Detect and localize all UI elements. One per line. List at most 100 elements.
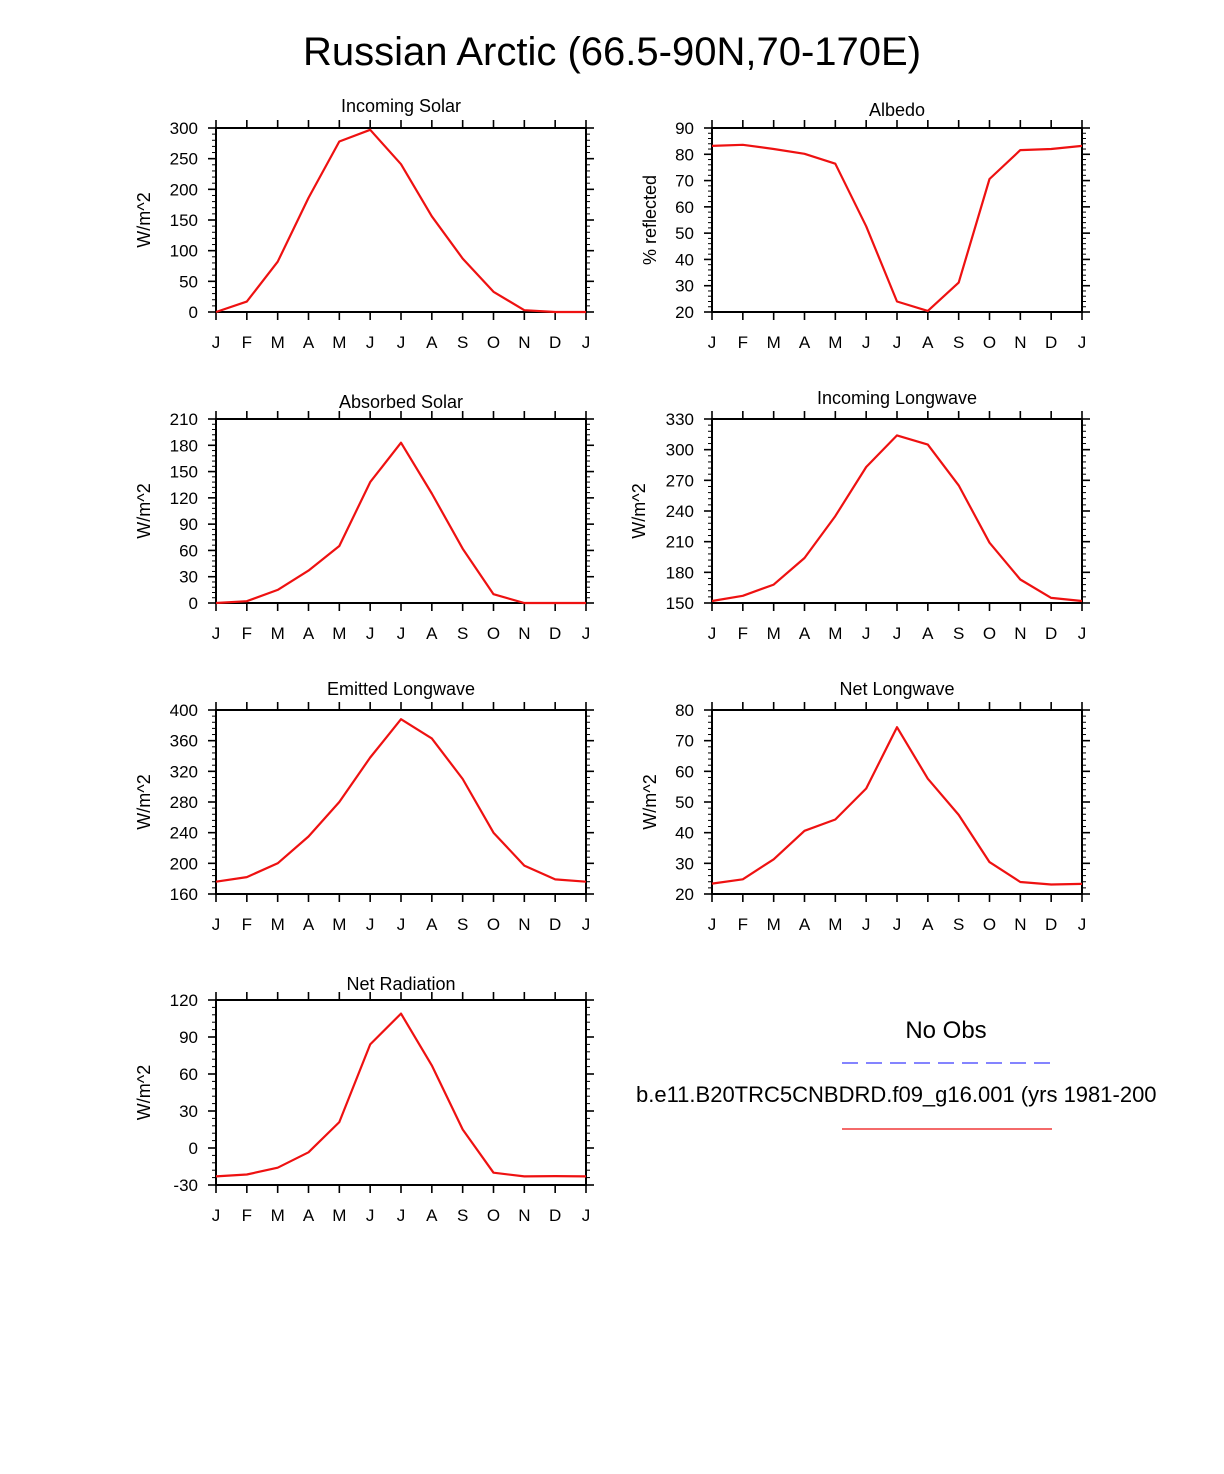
- x-tick-label: F: [738, 624, 748, 643]
- x-tick-label: A: [426, 1206, 438, 1225]
- x-tick-label: J: [212, 1206, 221, 1225]
- x-tick-label: J: [397, 624, 406, 643]
- x-tick-label: M: [271, 915, 285, 934]
- y-tick-label: 400: [170, 701, 198, 720]
- y-tick-label: 240: [666, 502, 694, 521]
- x-tick-label: F: [738, 333, 748, 352]
- x-tick-label: J: [582, 624, 591, 643]
- x-tick-label: A: [922, 624, 934, 643]
- y-tick-label: 20: [675, 885, 694, 904]
- y-axis-label: W/m^2: [629, 483, 649, 538]
- y-axis-label: W/m^2: [134, 1065, 154, 1120]
- x-tick-label: N: [518, 333, 530, 352]
- x-tick-label: M: [332, 1206, 346, 1225]
- y-tick-label: 120: [170, 991, 198, 1010]
- x-tick-label: M: [271, 1206, 285, 1225]
- emitted-longwave-panel: J F M A M J J A S O N D J160200240280320360400Emitte…: [134, 679, 594, 934]
- y-tick-label: 20: [675, 303, 694, 322]
- x-tick-label: J: [582, 915, 591, 934]
- x-tick-label: A: [799, 915, 811, 934]
- y-axis-label: W/m^2: [134, 774, 154, 829]
- x-tick-label: A: [426, 915, 438, 934]
- y-tick-label: 60: [179, 541, 198, 560]
- x-tick-label: S: [953, 333, 964, 352]
- x-tick-label: J: [862, 624, 871, 643]
- x-tick-label: D: [549, 333, 561, 352]
- x-tick-label: M: [332, 624, 346, 643]
- x-tick-label: O: [487, 333, 500, 352]
- y-tick-label: 320: [170, 762, 198, 781]
- y-tick-label: 60: [675, 198, 694, 217]
- y-axis-label: W/m^2: [134, 483, 154, 538]
- y-tick-label: 300: [170, 119, 198, 138]
- y-tick-label: 50: [675, 224, 694, 243]
- series-line: [711, 434, 1083, 603]
- x-tick-label: S: [457, 915, 468, 934]
- x-tick-label: O: [487, 1206, 500, 1225]
- y-tick-label: 80: [675, 701, 694, 720]
- x-tick-label: A: [303, 333, 315, 352]
- x-tick-label: A: [426, 624, 438, 643]
- x-tick-label: J: [212, 915, 221, 934]
- y-tick-label: -30: [173, 1176, 198, 1195]
- plot-frame: [215, 127, 587, 313]
- x-tick-label: J: [212, 624, 221, 643]
- x-tick-label: A: [303, 1206, 315, 1225]
- x-tick-label: F: [738, 915, 748, 934]
- y-tick-label: 90: [179, 515, 198, 534]
- y-axis-label: % reflected: [640, 175, 660, 265]
- x-tick-label: J: [397, 333, 406, 352]
- y-tick-label: 200: [170, 180, 198, 199]
- x-tick-label: M: [828, 915, 842, 934]
- y-tick-label: 30: [675, 854, 694, 873]
- y-tick-label: 180: [170, 436, 198, 455]
- x-tick-label: M: [332, 915, 346, 934]
- x-tick-label: J: [1078, 333, 1087, 352]
- x-tick-label: J: [582, 333, 591, 352]
- x-tick-label: J: [893, 915, 902, 934]
- y-tick-label: 30: [675, 277, 694, 296]
- x-tick-label: M: [767, 333, 781, 352]
- x-tick-label: D: [1045, 915, 1057, 934]
- y-tick-label: 30: [179, 1102, 198, 1121]
- x-tick-label: S: [953, 915, 964, 934]
- series-line: [711, 726, 1083, 886]
- series-line: [215, 128, 586, 314]
- panel-title: Incoming Longwave: [817, 388, 977, 408]
- x-tick-label: D: [549, 624, 561, 643]
- x-tick-label: F: [242, 915, 252, 934]
- x-tick-label: S: [457, 333, 468, 352]
- x-tick-label: M: [767, 915, 781, 934]
- y-tick-label: 180: [666, 563, 694, 582]
- y-tick-label: 50: [179, 272, 198, 291]
- plot-frame: [711, 709, 1083, 895]
- x-tick-label: N: [518, 1206, 530, 1225]
- x-tick-label: J: [212, 333, 221, 352]
- x-tick-label: A: [799, 624, 811, 643]
- y-tick-label: 360: [170, 732, 198, 751]
- x-tick-label: J: [366, 333, 375, 352]
- incoming-solar-panel: J F M A M J J A S O N D J050100150200250300Incoming …: [134, 96, 594, 352]
- x-tick-label: N: [1014, 624, 1026, 643]
- incoming-longwave-panel: J F M A M J J A S O N D J150180210240270300330Incomi…: [629, 388, 1090, 643]
- legend-obs-label: No Obs: [905, 1017, 987, 1044]
- x-tick-label: O: [487, 624, 500, 643]
- y-axis-label: W/m^2: [640, 774, 660, 829]
- x-tick-label: J: [893, 333, 902, 352]
- x-tick-label: J: [366, 915, 375, 934]
- y-tick-label: 0: [189, 594, 198, 613]
- x-tick-label: J: [708, 624, 717, 643]
- x-tick-label: D: [549, 1206, 561, 1225]
- y-tick-label: 280: [170, 793, 198, 812]
- y-tick-label: 250: [170, 150, 198, 169]
- x-tick-label: F: [242, 333, 252, 352]
- x-tick-label: N: [1014, 915, 1026, 934]
- x-tick-label: O: [983, 333, 996, 352]
- panel-title: Emitted Longwave: [327, 679, 475, 699]
- x-tick-label: J: [582, 1206, 591, 1225]
- x-tick-label: S: [953, 624, 964, 643]
- y-tick-label: 60: [179, 1065, 198, 1084]
- x-tick-label: A: [799, 333, 811, 352]
